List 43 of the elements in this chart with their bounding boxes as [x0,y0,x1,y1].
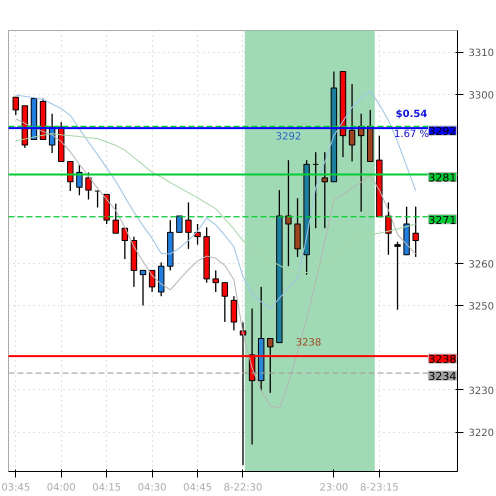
y-tick-label: 3300 [468,90,494,102]
candlestick [12,96,19,116]
y-tick-label: 3230 [468,386,494,397]
candlestick [67,160,74,192]
x-tick-label: 04:15 [92,482,122,494]
y-tick-label: 3220 [468,428,494,440]
candlestick [312,152,319,229]
x-tick-label: 04:45 [183,482,212,494]
candlestick [176,215,183,233]
y-tick-label: 3260 [468,259,494,270]
x-tick-label: 8-22:30 [224,482,262,494]
ref-line-label: 3271 [428,214,456,227]
candlestick [112,203,119,234]
annotation: $0.54 [396,109,428,120]
candlestick [285,160,292,267]
y-tick-label: 3250 [468,301,494,312]
candlestick [94,190,101,208]
candlestick [185,202,192,250]
candlestick [394,241,401,310]
candlestick [412,206,419,258]
x-tick-label: 03:45 [1,482,30,494]
candlestick [122,228,128,260]
annotation: 3292 [276,132,302,142]
x-tick-label: 04:30 [138,482,167,494]
ref-line-label: 3238 [428,353,456,366]
x-tick-label: 23:00 [319,482,348,494]
annotation: 3238 [296,338,322,348]
candlestick [222,282,228,323]
x-tick-label: 04:00 [46,482,76,494]
x-tick-label: 8-23:15 [360,482,399,494]
candlestick [148,270,156,293]
candlestick [212,270,219,293]
candlestick [194,223,201,246]
candlestick [348,83,356,162]
y-tick-label: 3310 [468,48,494,60]
candlestick [322,152,328,229]
candlestick [230,296,238,332]
candlestick [267,338,274,394]
ref-line-label: 3234 [428,370,456,384]
candlestick [140,270,146,306]
annotation: 1.67 % [394,129,429,140]
ref-line-label: 3292 [428,125,456,138]
line-series [15,118,416,409]
